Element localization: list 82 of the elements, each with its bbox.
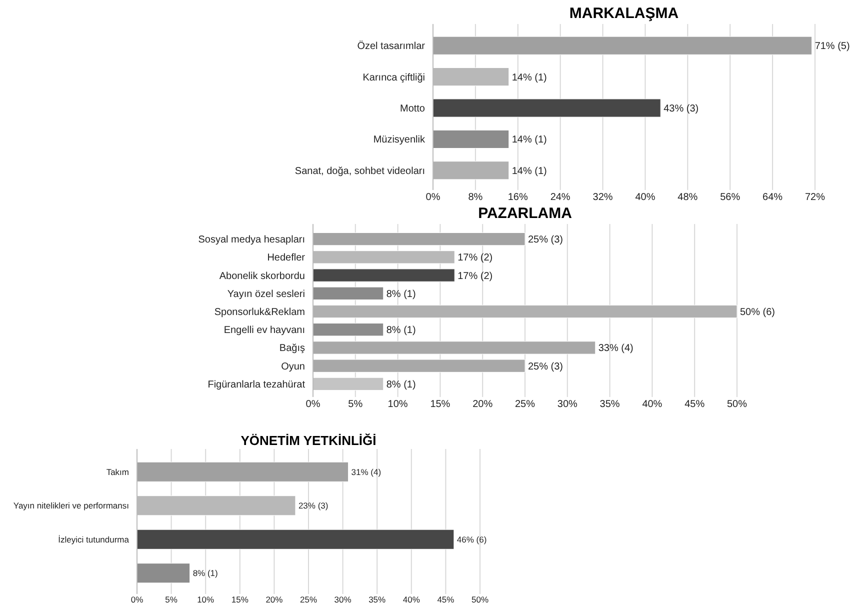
y-tick-label: Yayın özel sesleri bbox=[227, 288, 305, 300]
data-label: 23% (3) bbox=[298, 500, 328, 511]
y-tick-label: Figüranlarla tezahürat bbox=[208, 379, 306, 390]
data-label: 25% (3) bbox=[528, 234, 564, 246]
bar bbox=[136, 529, 454, 550]
x-tick-label: 30% bbox=[334, 594, 352, 604]
bar bbox=[312, 323, 384, 336]
y-tick-label: Müzisyenlik bbox=[373, 134, 426, 146]
data-label: 50% (6) bbox=[740, 307, 776, 318]
y-tick-label: Abonelik skorbordu bbox=[219, 270, 305, 282]
data-label: 14% (1) bbox=[512, 72, 547, 84]
x-tick-label: 45% bbox=[684, 399, 705, 410]
data-label: 8% (1) bbox=[386, 288, 416, 300]
x-tick-label: 64% bbox=[762, 192, 783, 203]
x-tick-label: 10% bbox=[197, 594, 215, 604]
y-tick-label: Motto bbox=[400, 104, 426, 114]
x-tick-label: 40% bbox=[635, 192, 656, 203]
y-tick-label: Engelli ev hayvanı bbox=[224, 325, 305, 336]
x-tick-label: 0% bbox=[306, 399, 320, 410]
y-tick-label: Sanat, doğa, sohbet videoları bbox=[294, 166, 425, 177]
x-tick-label: 0% bbox=[426, 192, 440, 203]
chart-title: YÖNETİM YETKİNLİĞİ bbox=[240, 433, 376, 448]
x-tick-label: 10% bbox=[388, 399, 408, 410]
bar bbox=[312, 286, 384, 300]
y-tick-label: Yayın nitelikleri ve performansı bbox=[13, 500, 129, 511]
bar bbox=[432, 36, 812, 55]
y-tick-label: Bağış bbox=[279, 343, 305, 354]
x-tick-label: 8% bbox=[468, 192, 483, 203]
x-tick-label: 0% bbox=[130, 594, 144, 604]
chart-title: MARKALAŞMA bbox=[569, 5, 679, 22]
x-tick-label: 30% bbox=[557, 399, 578, 410]
x-tick-label: 48% bbox=[678, 192, 698, 203]
y-tick-label: Karınca çiftliği bbox=[362, 72, 425, 84]
y-tick-label: Oyun bbox=[281, 361, 305, 372]
y-tick-label: İzleyici tutundurma bbox=[58, 534, 130, 544]
x-tick-label: 20% bbox=[472, 399, 493, 410]
bar bbox=[312, 268, 455, 282]
data-label: 31% (4) bbox=[351, 466, 382, 477]
bar bbox=[312, 359, 526, 372]
x-tick-label: 5% bbox=[165, 594, 178, 604]
chart-title: PAZARLAMA bbox=[478, 205, 572, 222]
y-tick-label: Hedefler bbox=[267, 252, 306, 264]
y-tick-label: Takım bbox=[106, 466, 129, 477]
x-tick-label: 35% bbox=[600, 399, 620, 410]
bar bbox=[432, 98, 661, 118]
bar bbox=[136, 563, 190, 584]
x-tick-label: 40% bbox=[402, 594, 420, 604]
x-tick-label: 72% bbox=[804, 192, 826, 203]
x-tick-label: 20% bbox=[266, 594, 284, 604]
x-tick-label: 16% bbox=[508, 192, 528, 203]
data-label: 17% (2) bbox=[458, 270, 493, 282]
y-tick-label: Sponsorluk&Reklam bbox=[214, 307, 305, 318]
data-label: 46% (6) bbox=[456, 534, 487, 544]
data-label: 8% (1) bbox=[386, 379, 416, 390]
data-label: 17% (2) bbox=[458, 252, 493, 264]
x-tick-label: 32% bbox=[592, 192, 613, 203]
data-label: 33% (4) bbox=[598, 343, 634, 354]
data-label: 43% (3) bbox=[664, 104, 699, 114]
x-tick-label: 45% bbox=[437, 594, 455, 604]
bar bbox=[312, 232, 526, 246]
x-tick-label: 50% bbox=[471, 594, 489, 604]
y-tick-label: Sosyal medya hesapları bbox=[198, 234, 305, 246]
x-tick-label: 50% bbox=[726, 399, 748, 410]
x-tick-label: 56% bbox=[720, 192, 740, 203]
bar bbox=[432, 130, 510, 148]
x-tick-label: 40% bbox=[642, 399, 662, 410]
data-label: 25% (3) bbox=[528, 361, 564, 372]
x-tick-label: 25% bbox=[514, 399, 536, 410]
bar bbox=[312, 341, 596, 354]
data-label: 14% (1) bbox=[512, 134, 547, 146]
data-label: 71% (5) bbox=[814, 41, 850, 52]
x-tick-label: 35% bbox=[368, 594, 386, 604]
x-tick-label: 15% bbox=[231, 594, 249, 604]
data-label: 8% (1) bbox=[386, 325, 416, 336]
bar bbox=[136, 462, 349, 482]
x-tick-label: 5% bbox=[348, 399, 363, 410]
y-tick-label: Özel tasarımlar bbox=[357, 40, 426, 52]
x-tick-label: 24% bbox=[550, 192, 570, 203]
x-tick-label: 25% bbox=[300, 594, 318, 604]
data-label: 14% (1) bbox=[512, 166, 547, 177]
data-label: 8% (1) bbox=[192, 568, 218, 578]
x-tick-label: 15% bbox=[430, 399, 450, 410]
